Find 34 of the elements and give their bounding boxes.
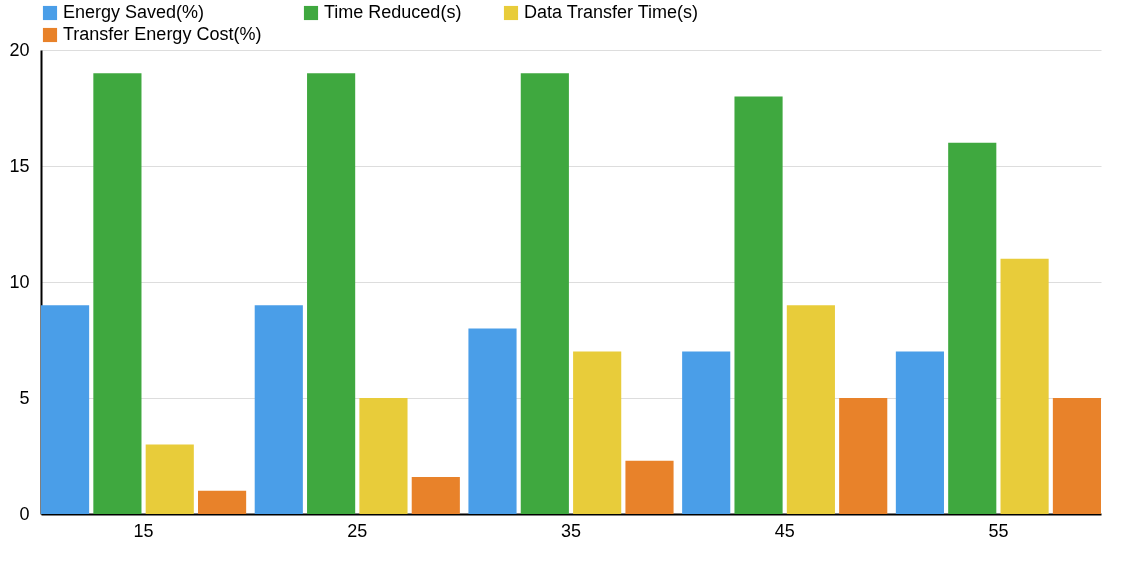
y-tick-label: 5	[19, 387, 30, 408]
bar	[786, 305, 835, 514]
bar	[93, 73, 142, 514]
legend-label: Energy Saved(%)	[63, 2, 205, 22]
bar	[948, 142, 997, 514]
bar	[359, 398, 408, 514]
x-tick-label: 35	[560, 520, 582, 541]
x-tick-label: 55	[988, 520, 1009, 541]
y-tick-label: 15	[9, 155, 30, 176]
bar	[145, 444, 194, 514]
x-tick-label: 15	[133, 520, 154, 541]
bar	[682, 351, 731, 514]
bar	[520, 73, 569, 514]
bar	[1052, 398, 1101, 514]
bar	[625, 460, 674, 514]
x-tick-label: 25	[347, 520, 368, 541]
bar	[307, 73, 356, 514]
x-tick-label: 45	[774, 520, 795, 541]
legend-label: Data Transfer Time(s)	[524, 2, 699, 22]
bar	[1000, 258, 1049, 514]
bar	[468, 328, 517, 514]
legend-label: Time Reduced(s)	[324, 2, 462, 22]
bar	[895, 351, 944, 514]
bar	[573, 351, 622, 514]
legend-label: Transfer Energy Cost(%)	[63, 24, 262, 44]
bar	[411, 476, 460, 514]
y-tick-label: 0	[19, 503, 30, 524]
y-tick-label: 20	[9, 39, 30, 60]
bar	[41, 305, 90, 514]
bar	[734, 96, 783, 514]
bar	[839, 398, 888, 514]
bar	[198, 490, 247, 514]
bar	[254, 305, 303, 514]
y-tick-label: 10	[9, 271, 30, 292]
